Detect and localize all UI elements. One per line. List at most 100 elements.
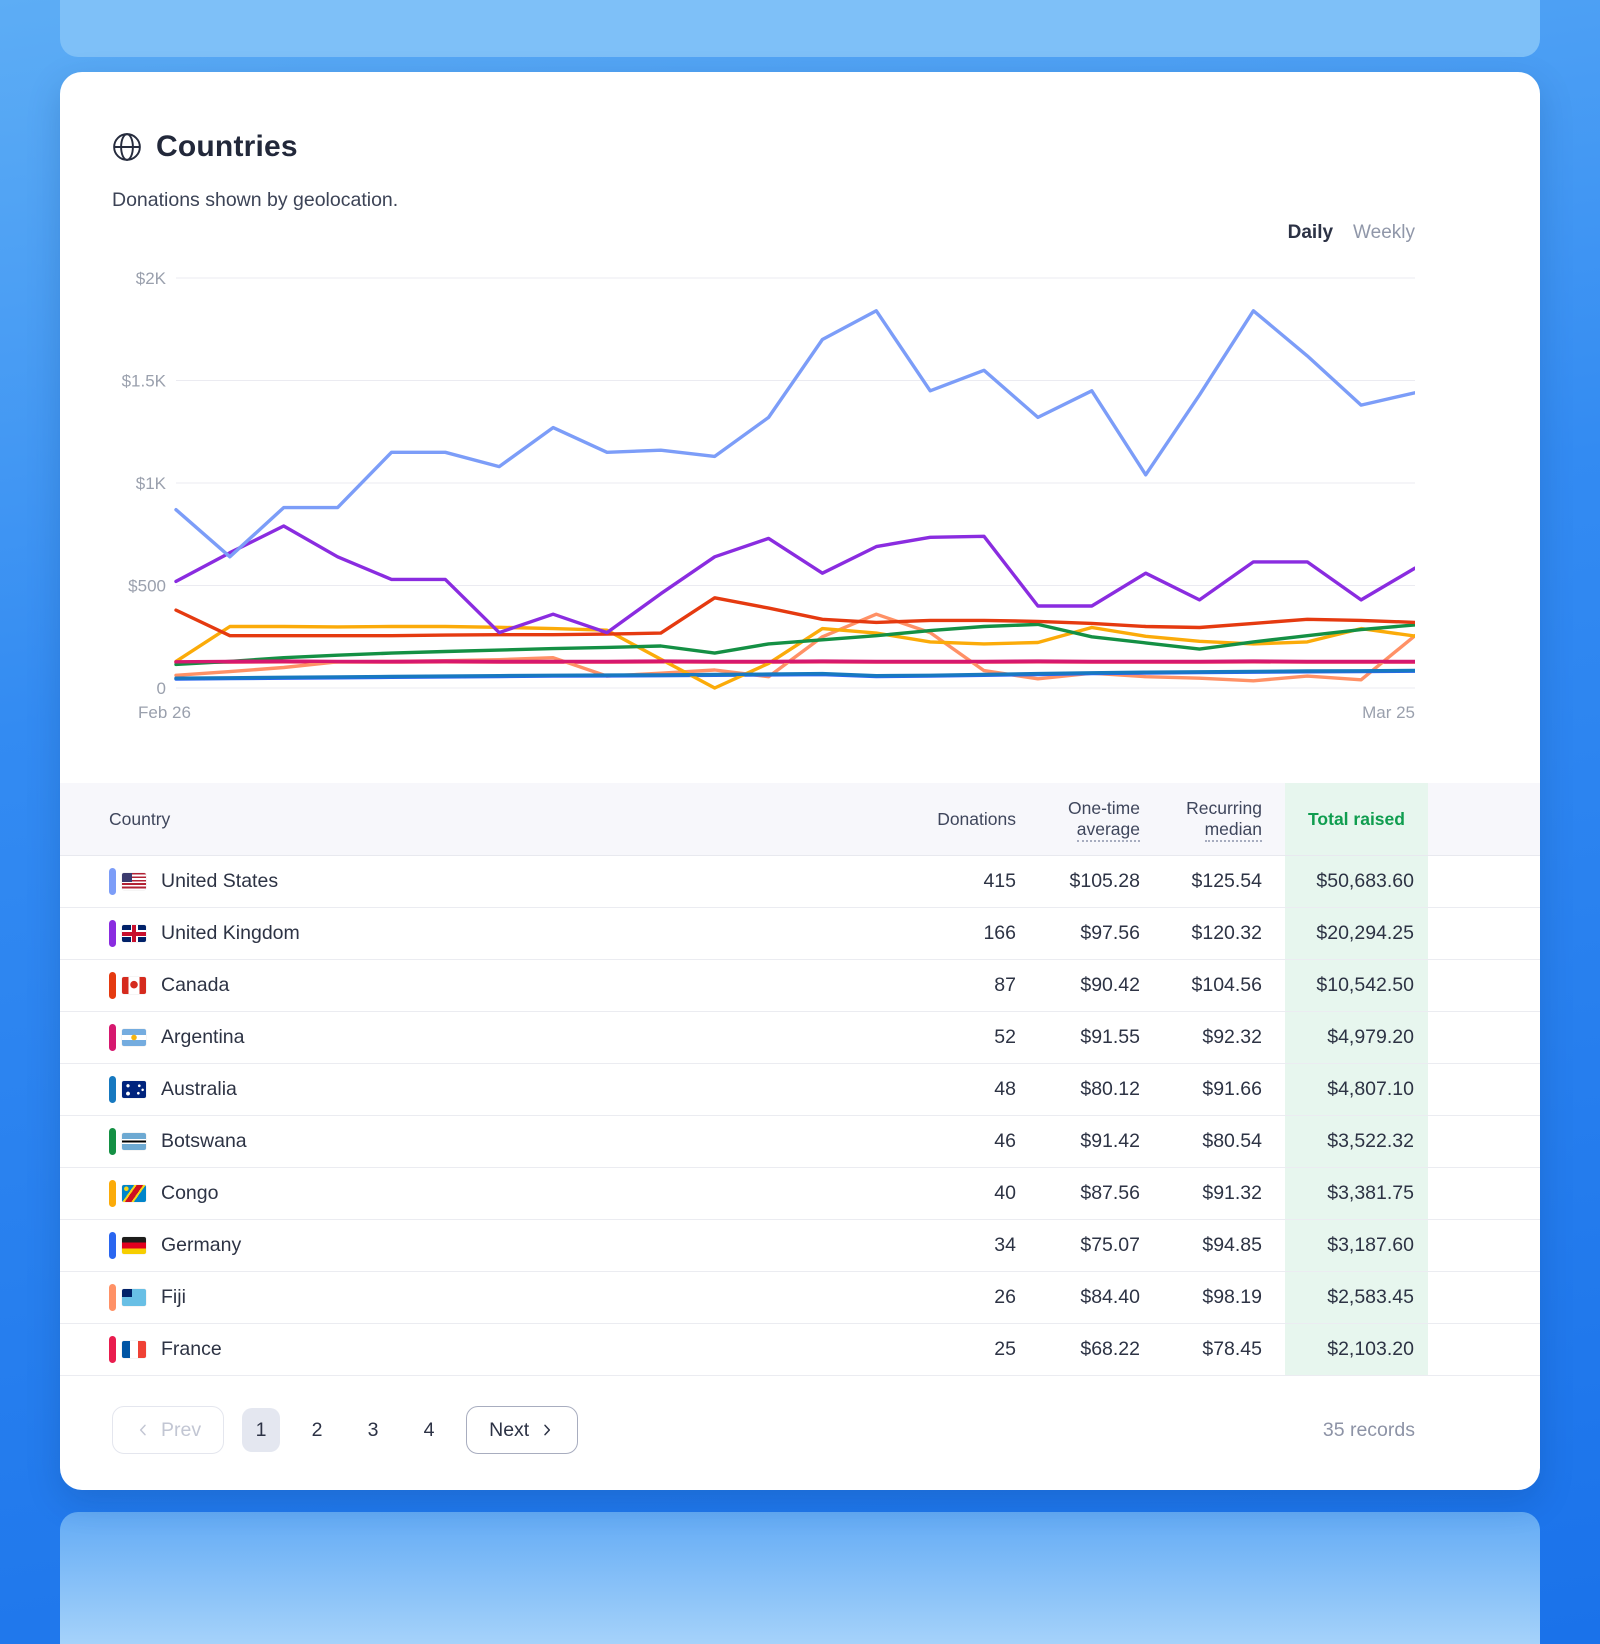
toggle-daily[interactable]: Daily xyxy=(1287,222,1334,243)
y-axis-tick-label: $2K xyxy=(136,269,167,288)
one-time-average-value: $84.40 xyxy=(1080,1286,1140,1308)
column-header-donations: Donations xyxy=(937,808,1016,829)
recurring-median-value: $91.32 xyxy=(1202,1182,1262,1204)
chevron-left-icon xyxy=(139,1424,146,1436)
line-australia xyxy=(174,668,1417,680)
country-color-marker xyxy=(109,1284,116,1311)
table-row: Germany 34 $75.07 $94.85 $3,187.60 xyxy=(60,1220,1540,1272)
toggle-weekly[interactable]: Weekly xyxy=(1353,222,1415,243)
donations-value: 52 xyxy=(994,1026,1016,1048)
line-canada xyxy=(174,596,1417,638)
country-color-marker xyxy=(109,1024,116,1051)
recurring-median-value: $120.32 xyxy=(1191,922,1263,944)
country-color-marker xyxy=(109,1076,116,1103)
table-row: Botswana 46 $91.42 $80.54 $3,522.32 xyxy=(60,1116,1540,1168)
table-body: United States 415 $105.28 $125.54 $50,683.60… xyxy=(60,856,1540,1376)
total-raised-value: $3,522.32 xyxy=(1327,1130,1414,1152)
pagination: Prev 1 2 3 4 Next 35 records xyxy=(112,1406,1415,1454)
country-color-marker xyxy=(109,1232,116,1259)
total-raised-value: $10,542.50 xyxy=(1316,974,1414,996)
x-axis-end-label: Mar 25 xyxy=(1362,703,1415,722)
country-name: Germany xyxy=(161,1234,242,1256)
one-time-average-value: $68.22 xyxy=(1080,1338,1140,1360)
au-flag-icon xyxy=(122,1081,146,1098)
column-header-recurring-median: Recurring median xyxy=(1140,798,1262,842)
top-strip-decoration xyxy=(60,0,1540,57)
country-color-marker xyxy=(109,1180,116,1207)
line-united-kingdom xyxy=(174,524,1417,635)
line-botswana xyxy=(174,622,1417,667)
line-congo xyxy=(174,624,1417,690)
recurring-median-value: $94.85 xyxy=(1202,1234,1262,1256)
recurring-median-value: $104.56 xyxy=(1191,974,1263,996)
recurring-median-tooltip-trigger[interactable]: median xyxy=(1204,819,1262,842)
prev-page-button[interactable]: Prev xyxy=(112,1406,225,1454)
countries-card: Countries Donations shown by geolocation… xyxy=(60,72,1540,1490)
recurring-median-value: $91.66 xyxy=(1202,1078,1262,1100)
fr-flag-icon xyxy=(122,1341,146,1358)
one-time-average-value: $90.42 xyxy=(1080,974,1140,996)
cd-flag-icon xyxy=(122,1185,146,1202)
de-flag-icon xyxy=(122,1237,146,1254)
donations-value: 166 xyxy=(983,922,1016,944)
total-raised-value: $2,103.20 xyxy=(1327,1338,1414,1360)
page-button-4[interactable]: 4 xyxy=(423,1418,435,1441)
recurring-median-value: $92.32 xyxy=(1202,1026,1262,1048)
y-axis-tick-label: $500 xyxy=(128,577,166,596)
one-time-average-tooltip-trigger[interactable]: average xyxy=(1076,819,1140,842)
ar-flag-icon xyxy=(122,1029,146,1046)
page-number-list: 1 2 3 4 xyxy=(242,1408,448,1452)
y-axis-tick-label: 0 xyxy=(157,679,166,698)
country-name: Argentina xyxy=(161,1026,245,1048)
donations-value: 26 xyxy=(994,1286,1016,1308)
next-page-button[interactable]: Next xyxy=(466,1406,579,1454)
country-name: France xyxy=(161,1338,222,1360)
total-raised-value: $4,807.10 xyxy=(1327,1078,1414,1100)
table-row: France 25 $68.22 $78.45 $2,103.20 xyxy=(60,1324,1540,1376)
total-raised-value: $50,683.60 xyxy=(1316,870,1414,892)
bottom-strip-decoration xyxy=(60,1512,1540,1644)
country-name: Botswana xyxy=(161,1130,247,1152)
total-raised-value: $2,583.45 xyxy=(1327,1286,1414,1308)
chevron-right-icon xyxy=(544,1424,551,1436)
page-button-3[interactable]: 3 xyxy=(367,1418,379,1441)
page-button-1[interactable]: 1 xyxy=(242,1408,281,1452)
one-time-average-value: $91.55 xyxy=(1080,1026,1140,1048)
gb-flag-icon xyxy=(122,925,146,942)
table-row: Fiji 26 $84.40 $98.19 $2,583.45 xyxy=(60,1272,1540,1324)
interval-toggle: Daily Weekly xyxy=(112,222,1415,244)
table-row: Argentina 52 $91.55 $92.32 $4,979.20 xyxy=(60,1012,1540,1064)
country-color-marker xyxy=(109,868,116,895)
country-name: United Kingdom xyxy=(161,922,300,944)
one-time-average-value: $80.12 xyxy=(1080,1078,1140,1100)
one-time-average-value: $97.56 xyxy=(1080,922,1140,944)
country-name: Fiji xyxy=(161,1286,186,1308)
table-row: Australia 48 $80.12 $91.66 $4,807.10 xyxy=(60,1064,1540,1116)
recurring-median-value: $98.19 xyxy=(1202,1286,1262,1308)
table-header-row: Country Donations One-time average Recur… xyxy=(60,783,1540,856)
table-row: United Kingdom 166 $97.56 $120.32 $20,294.25 xyxy=(60,908,1540,960)
country-name: Canada xyxy=(161,974,230,996)
page-button-2[interactable]: 2 xyxy=(311,1418,323,1441)
country-name: United States xyxy=(161,870,279,892)
line-argentina xyxy=(174,659,1417,664)
column-header-total-raised: Total raised xyxy=(1285,783,1428,855)
globe-icon xyxy=(113,133,141,161)
one-time-average-value: $91.42 xyxy=(1080,1130,1140,1152)
donations-value: 87 xyxy=(994,974,1016,996)
total-raised-value: $3,381.75 xyxy=(1327,1182,1414,1204)
total-raised-value: $3,187.60 xyxy=(1327,1234,1414,1256)
one-time-average-value: $75.07 xyxy=(1080,1234,1140,1256)
records-count: 35 records xyxy=(1322,1418,1415,1441)
donations-value: 25 xyxy=(994,1338,1016,1360)
line-united-states xyxy=(174,309,1417,559)
table-row: Congo 40 $87.56 $91.32 $3,381.75 xyxy=(60,1168,1540,1220)
total-raised-value: $4,979.20 xyxy=(1327,1026,1414,1048)
ca-flag-icon xyxy=(122,977,146,994)
bw-flag-icon xyxy=(122,1133,146,1150)
column-header-one-time-average: One-time average xyxy=(1016,798,1140,842)
country-name: Australia xyxy=(161,1078,237,1100)
donations-value: 415 xyxy=(983,870,1016,892)
countries-table: Country Donations One-time average Recur… xyxy=(60,783,1540,1376)
one-time-average-value: $87.56 xyxy=(1080,1182,1140,1204)
